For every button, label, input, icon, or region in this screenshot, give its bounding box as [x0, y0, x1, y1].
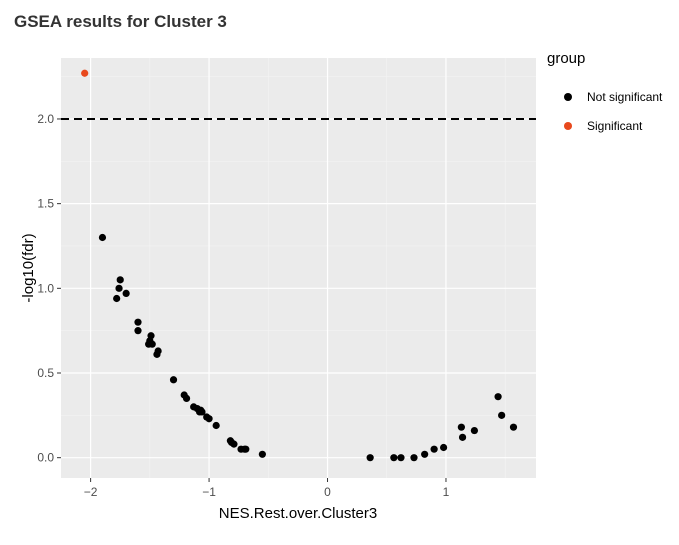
- y-tick-label: 0.5: [37, 366, 54, 380]
- data-point-not-significant[interactable]: [205, 415, 213, 423]
- legend-label-significant: Significant: [587, 119, 643, 133]
- legend-item-significant[interactable]: Significant: [564, 119, 643, 133]
- y-axis-ticks: 0.0 0.5 1.0 1.5 2.0: [37, 112, 61, 465]
- data-point-not-significant[interactable]: [366, 454, 374, 462]
- legend-title: group: [547, 50, 585, 67]
- data-point-not-significant[interactable]: [509, 423, 518, 431]
- x-tick-label: −2: [84, 485, 98, 499]
- data-point-not-significant[interactable]: [212, 421, 220, 430]
- x-axis-ticks: −2 −1 0 1: [84, 478, 450, 499]
- plot-panel: [61, 58, 536, 478]
- y-tick-label: 2.0: [37, 112, 54, 126]
- legend-marker-not-significant: [564, 93, 572, 101]
- y-axis-label: -log10(fdr): [20, 233, 37, 302]
- y-tick-label: 1.5: [37, 197, 54, 211]
- data-point-not-significant[interactable]: [410, 454, 418, 462]
- data-point-not-significant[interactable]: [470, 426, 479, 435]
- data-point-not-significant[interactable]: [169, 376, 178, 384]
- data-point-not-significant[interactable]: [258, 450, 266, 458]
- data-point-not-significant[interactable]: [440, 443, 448, 452]
- data-point-not-significant[interactable]: [122, 289, 130, 298]
- data-point-not-significant[interactable]: [494, 393, 502, 401]
- data-point-not-significant[interactable]: [498, 411, 506, 419]
- data-point-not-significant[interactable]: [98, 233, 107, 242]
- data-point-not-significant[interactable]: [113, 294, 121, 303]
- data-point-significant[interactable]: [81, 69, 89, 77]
- legend: group Not significant Significant: [547, 50, 663, 133]
- data-point-not-significant[interactable]: [397, 454, 405, 462]
- data-point-not-significant[interactable]: [115, 284, 123, 292]
- data-point-not-significant[interactable]: [182, 394, 191, 403]
- chart-title: GSEA results for Cluster 3: [14, 12, 227, 31]
- legend-item-not-significant[interactable]: Not significant: [564, 90, 663, 104]
- data-point-not-significant[interactable]: [242, 445, 250, 453]
- data-point-not-significant[interactable]: [458, 433, 467, 441]
- legend-label-not-significant: Not significant: [587, 90, 663, 104]
- x-tick-label: 0: [324, 485, 331, 499]
- legend-marker-significant: [564, 122, 572, 130]
- data-point-not-significant[interactable]: [430, 445, 438, 453]
- data-point-not-significant[interactable]: [153, 350, 161, 358]
- data-point-not-significant[interactable]: [390, 454, 398, 462]
- data-point-not-significant[interactable]: [421, 450, 429, 458]
- data-point-not-significant[interactable]: [457, 423, 465, 431]
- data-point-not-significant[interactable]: [230, 440, 238, 448]
- data-point-not-significant[interactable]: [116, 276, 124, 284]
- data-point-not-significant[interactable]: [148, 340, 156, 348]
- data-point-not-significant[interactable]: [134, 318, 142, 326]
- data-point-not-significant[interactable]: [134, 327, 142, 335]
- x-axis-label: NES.Rest.over.Cluster3: [219, 505, 377, 522]
- data-point-not-significant[interactable]: [198, 408, 206, 416]
- y-tick-label: 1.0: [37, 281, 54, 295]
- data-points: [81, 69, 518, 462]
- x-tick-label: 1: [443, 485, 450, 499]
- y-tick-label: 0.0: [37, 451, 54, 465]
- x-tick-label: −1: [202, 485, 216, 499]
